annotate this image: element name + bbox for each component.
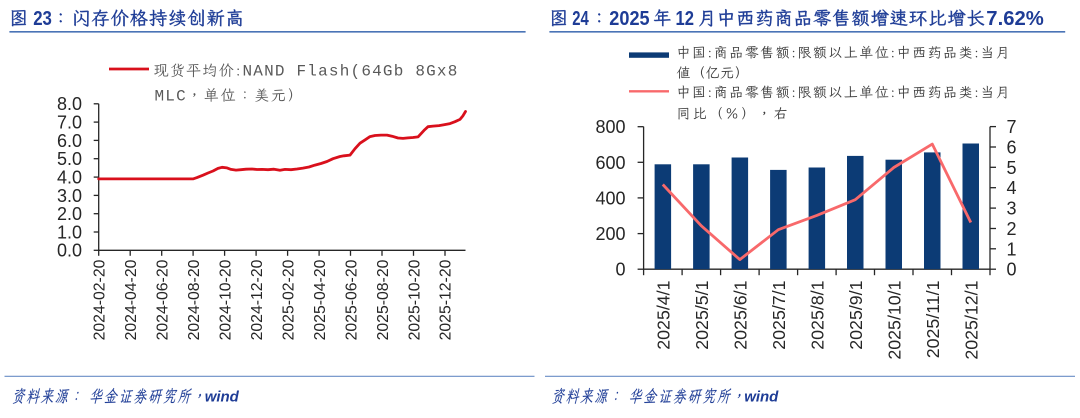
svg-text:2024-06-20: 2024-06-20 [154,259,171,340]
svg-text:2025/11/1: 2025/11/1 [923,280,943,358]
svg-text:2.0: 2.0 [57,204,82,224]
svg-text:800: 800 [595,117,625,137]
svg-text:2025-02-20: 2025-02-20 [280,259,297,340]
svg-text:7.0: 7.0 [57,113,82,133]
svg-text:0.0: 0.0 [57,241,82,261]
svg-text:2024-10-20: 2024-10-20 [217,259,234,340]
svg-text:2025/7/1: 2025/7/1 [769,280,789,349]
svg-text:24: 24 [572,8,589,30]
svg-text:600: 600 [595,153,625,173]
svg-text:3: 3 [1007,199,1017,219]
svg-text:2: 2 [1007,219,1017,239]
svg-text:4: 4 [1007,178,1017,198]
svg-text:2025-04-20: 2025-04-20 [312,259,329,340]
svg-text:2024-08-20: 2024-08-20 [186,259,203,340]
svg-text:6.0: 6.0 [57,131,82,151]
svg-text:2024-04-20: 2024-04-20 [123,259,140,340]
svg-text:2025/12/1: 2025/12/1 [961,280,981,359]
svg-text:2025/10/1: 2025/10/1 [884,280,904,359]
svg-text:MLC: MLC [155,87,187,105]
svg-text:6: 6 [1007,138,1017,158]
svg-text:2025/4/1: 2025/4/1 [653,280,673,349]
svg-text:7.62%: 7.62% [986,8,1044,30]
svg-text:2025/6/1: 2025/6/1 [730,280,750,349]
svg-text:2025-12-20: 2025-12-20 [438,259,455,340]
svg-text:0: 0 [615,260,625,280]
svg-text:200: 200 [595,224,625,244]
svg-text:12: 12 [676,8,695,30]
svg-text:23: 23 [33,8,52,30]
svg-text:wind: wind [744,389,779,406]
svg-text:400: 400 [595,188,625,208]
svg-text:2025/9/1: 2025/9/1 [846,280,866,349]
svg-text:2025/5/1: 2025/5/1 [692,280,712,349]
svg-text:1: 1 [1007,239,1017,259]
svg-text:2025-10-20: 2025-10-20 [406,259,423,340]
svg-text:4.0: 4.0 [57,168,82,188]
svg-text:8.0: 8.0 [57,94,82,114]
svg-text:5.0: 5.0 [57,149,82,169]
svg-text:2024-02-20: 2024-02-20 [92,259,109,340]
svg-text:NAND Flash(64Gb 8Gx8: NAND Flash(64Gb 8Gx8 [243,63,459,81]
svg-text:3.0: 3.0 [57,186,82,206]
svg-text:wind: wind [205,389,240,406]
svg-text:2025/8/1: 2025/8/1 [807,280,827,349]
svg-text:2025-06-20: 2025-06-20 [343,259,360,340]
svg-text:2025-08-20: 2025-08-20 [375,259,392,340]
svg-text:2024-12-20: 2024-12-20 [249,259,266,340]
svg-text:1.0: 1.0 [57,222,82,242]
svg-text:0: 0 [1007,260,1017,280]
svg-text:2025: 2025 [609,8,649,30]
svg-text:7: 7 [1007,117,1017,137]
svg-text:5: 5 [1007,158,1017,178]
